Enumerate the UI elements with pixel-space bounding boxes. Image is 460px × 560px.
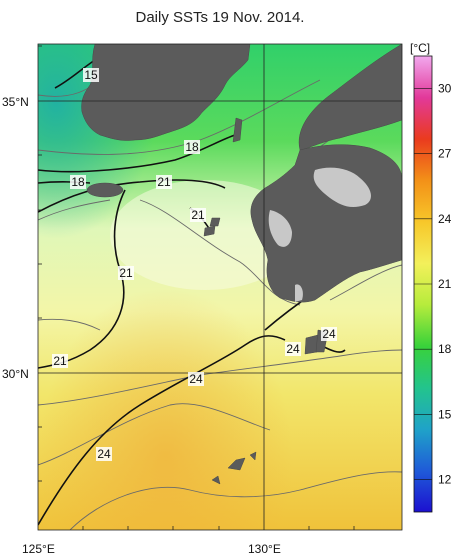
colorbar-tick-label: 24 bbox=[438, 212, 452, 226]
svg-text:21: 21 bbox=[191, 208, 205, 222]
sea-surface bbox=[38, 44, 402, 530]
svg-text:24: 24 bbox=[322, 327, 336, 341]
contour-label: 18 bbox=[70, 175, 86, 189]
svg-text:24: 24 bbox=[189, 372, 203, 386]
contour-label: 24 bbox=[321, 327, 337, 341]
contour-label: 18 bbox=[184, 140, 200, 154]
lon-label-130e: 130°E bbox=[248, 542, 281, 556]
svg-text:18: 18 bbox=[185, 140, 199, 154]
contour-label: 24 bbox=[285, 342, 301, 356]
tick-marks bbox=[38, 45, 355, 530]
contour-label: 21 bbox=[156, 175, 172, 189]
svg-text:18: 18 bbox=[71, 175, 85, 189]
lat-label-35n: 35°N bbox=[2, 95, 29, 109]
colorbar-tick-label: 12 bbox=[438, 472, 452, 486]
colorbar-tick-label: 27 bbox=[438, 147, 452, 161]
land-highlight bbox=[268, 167, 372, 302]
svg-text:24: 24 bbox=[286, 342, 300, 356]
colorbar-tick-label: 15 bbox=[438, 407, 452, 421]
svg-text:21: 21 bbox=[53, 354, 67, 368]
colorbar-ticks: 30 27 24 21 18 15 12 bbox=[414, 82, 452, 486]
svg-text:21: 21 bbox=[157, 175, 171, 189]
contour-label: 24 bbox=[96, 447, 112, 461]
contour-label: 21 bbox=[52, 354, 68, 368]
colorbar-tick-label: 21 bbox=[438, 277, 452, 291]
svg-text:15: 15 bbox=[84, 68, 98, 82]
colorbar-tick-label: 30 bbox=[438, 82, 452, 96]
svg-text:21: 21 bbox=[119, 266, 133, 280]
lat-label-30n: 30°N bbox=[2, 367, 29, 381]
colorbar-unit: [°C] bbox=[410, 41, 430, 55]
map-title: Daily SSTs 19 Nov. 2014. bbox=[135, 9, 305, 26]
contour-label: 15 bbox=[83, 68, 99, 82]
land bbox=[81, 44, 402, 485]
graticule bbox=[37, 43, 403, 531]
svg-text:24: 24 bbox=[97, 447, 111, 461]
lon-label-125e: 125°E bbox=[22, 542, 55, 556]
contour-label: 21 bbox=[118, 266, 134, 280]
contour-label: 21 bbox=[190, 208, 206, 222]
colorbar-tick-label: 18 bbox=[438, 342, 452, 356]
contour-labels: 15 18 18 21 21 21 21 24 24 24 24 bbox=[52, 68, 337, 461]
contour-label: 24 bbox=[188, 372, 204, 386]
